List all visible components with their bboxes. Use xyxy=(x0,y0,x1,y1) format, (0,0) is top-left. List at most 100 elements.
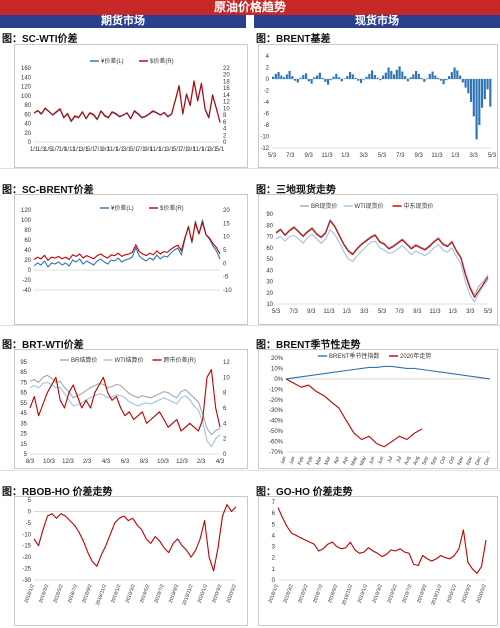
y-tick-label: -40 xyxy=(22,288,31,294)
basis-bar xyxy=(285,74,288,79)
x-tick-label: Jun xyxy=(377,455,385,465)
y2-tick-label: 2 xyxy=(223,133,227,139)
y2-tick-label: 22 xyxy=(223,66,230,72)
x-tick-label: 11/3 xyxy=(431,153,443,159)
x-tick-label: 2019/7/2 xyxy=(153,583,165,604)
chart-frame-go-ho xyxy=(258,496,498,626)
y2-tick-label: 0 xyxy=(223,261,227,267)
y-tick-label: 25 xyxy=(20,432,27,438)
basis-bar xyxy=(277,72,280,79)
x-tick-label: 2019/5/2 xyxy=(386,583,398,604)
basis-bar xyxy=(318,72,321,79)
basis-bar xyxy=(280,75,283,79)
x-tick-label: 5/1 xyxy=(173,147,182,153)
x-tick-label: 5/3 xyxy=(378,153,387,159)
x-tick-label: 12/3 xyxy=(176,459,188,465)
y-tick-label: 0% xyxy=(274,377,283,383)
y-tick-label: 70 xyxy=(266,235,273,241)
basis-bar xyxy=(313,77,316,79)
x-tick-label: Aug xyxy=(412,455,421,466)
x-tick-label: 2018/11/2 xyxy=(341,583,354,606)
y2-tick-label: 8 xyxy=(223,113,227,119)
y-tick-label: -20 xyxy=(22,278,31,284)
y-tick-label: 4 xyxy=(272,533,276,539)
x-tick-label: 2020/1/2 xyxy=(446,583,458,604)
basis-bar xyxy=(453,67,456,79)
series-line-c1-1 xyxy=(33,80,221,123)
basis-bar xyxy=(456,70,459,79)
y-tick-label: 140 xyxy=(21,75,32,81)
x-tick-label: 2018/9/2 xyxy=(327,583,339,604)
y-tick-label: 80 xyxy=(266,223,273,229)
row-divider xyxy=(0,470,500,471)
x-tick-label: 1/3 xyxy=(448,309,457,315)
x-tick-label: Apr xyxy=(333,455,341,465)
x-tick-label: 5/1 xyxy=(130,147,139,153)
chart-title-sc-wti: 图：SC-WTI价差 xyxy=(2,34,78,45)
x-tick-label: 1/3 xyxy=(37,147,46,153)
x-tick-label: 2018/9/2 xyxy=(81,583,93,604)
x-tick-label: 4/3 xyxy=(216,459,225,465)
x-tick-label: 1/3 xyxy=(341,153,350,159)
y-tick-label: -15 xyxy=(22,544,31,550)
x-tick-label: 11/3 xyxy=(321,153,333,159)
y-tick-label: 120 xyxy=(21,208,32,214)
x-tick-label: Mar xyxy=(324,455,333,465)
y-tick-label: -20% xyxy=(269,398,284,404)
x-tick-label: 2019/1/2 xyxy=(357,583,369,604)
x-tick-label: 11/1 xyxy=(107,147,119,153)
x-tick-label: 2019/9/2 xyxy=(416,583,428,604)
basis-bar xyxy=(288,70,291,79)
x-tick-label: 5/1 xyxy=(87,147,96,153)
series-line-c4-2 xyxy=(275,220,489,298)
y2-tick-label: 2 xyxy=(223,437,227,443)
row-divider xyxy=(0,325,500,326)
chart-frame-brent-seasonal xyxy=(258,349,498,469)
x-tick-label: 2018/1/2 xyxy=(24,583,36,604)
basis-bar xyxy=(291,76,294,79)
y-tick-label: 20 xyxy=(24,131,31,137)
chart-frame-brt-wti xyxy=(14,349,248,469)
basis-bar xyxy=(351,74,354,79)
y-tick-label: 100 xyxy=(21,218,32,224)
y2-tick-label: 12 xyxy=(223,100,230,106)
x-tick-label: 5/1 xyxy=(216,147,225,153)
y2-tick-label: 6 xyxy=(223,406,227,412)
x-tick-label: 9/3 xyxy=(304,153,313,159)
basis-bar xyxy=(486,79,489,90)
series-line-c7-0 xyxy=(33,504,237,572)
x-tick-label: 2019/3/2 xyxy=(125,583,137,604)
basis-bar xyxy=(294,79,297,81)
basis-bar xyxy=(409,77,412,79)
x-tick-label: Jan xyxy=(288,455,296,465)
y2-tick-label: 6 xyxy=(223,120,227,126)
y-tick-label: -10 xyxy=(260,135,269,141)
chart-title-go-ho: 图：GO-HO 价差走势 xyxy=(256,487,353,498)
x-tick-label: 9/1 xyxy=(101,147,110,153)
basis-bar xyxy=(472,79,475,117)
y2-tick-label: 0 xyxy=(223,140,227,146)
y-tick-label: -2 xyxy=(264,89,270,95)
y2-tick-label: 4 xyxy=(223,127,227,133)
chart-title-rbob-ho: 图：RBOB-HO 价差走势 xyxy=(2,487,113,498)
basis-bar xyxy=(360,79,363,84)
x-tick-label: Nov xyxy=(457,455,466,466)
x-tick-label: 11/3 xyxy=(429,309,441,315)
y-tick-label: 40 xyxy=(266,268,273,274)
y-tick-label: 5 xyxy=(28,498,32,504)
x-tick-label: 9/3 xyxy=(414,153,423,159)
x-tick-label: 3/1 xyxy=(166,147,175,153)
y2-tick-label: 20 xyxy=(223,73,230,79)
y-tick-label: 5 xyxy=(272,522,276,528)
chart-frame-brent-basis xyxy=(258,44,498,168)
y2-tick-label: -5 xyxy=(223,275,229,281)
y-tick-label: -25 xyxy=(22,567,31,573)
x-tick-label: 2018/5/2 xyxy=(52,583,64,604)
x-tick-label: Aug xyxy=(403,455,412,466)
legend-label: BR结算价 xyxy=(71,356,97,364)
y-tick-label: 0 xyxy=(28,509,32,515)
basis-bar xyxy=(467,79,470,94)
x-tick-label: 7/1 xyxy=(180,147,189,153)
x-tick-label: 2/3 xyxy=(83,459,92,465)
